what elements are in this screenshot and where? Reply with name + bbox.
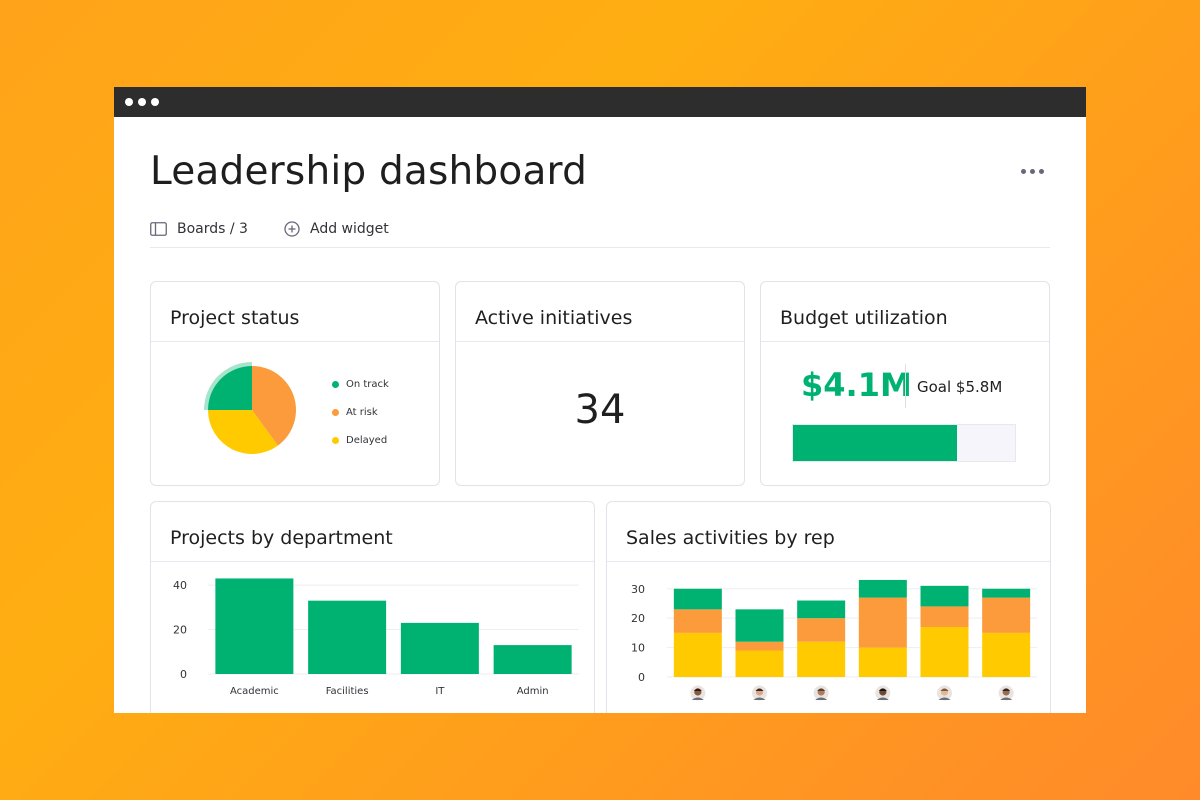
stacked-bar-segment[interactable] [858,647,907,677]
sidebar-panel-icon [150,222,167,236]
stacked-bar-segment[interactable] [920,606,969,627]
widget-title: Projects by department [151,502,594,562]
avatar-hair [693,688,702,691]
avatar-body [815,697,828,700]
rep-avatar[interactable] [937,685,952,701]
x-tick-label: Admin [517,686,549,697]
avatar-hair [940,688,949,691]
rep-avatar[interactable] [998,685,1014,701]
y-tick-label: 0 [638,671,645,684]
more-horizontal-icon[interactable] [1018,163,1048,179]
stacked-bar-segment[interactable] [920,627,969,677]
project-status-pie-chart [204,362,297,454]
widget-title: Active initiatives [456,282,744,342]
avatar-hair [878,688,887,691]
stacked-bar-segment[interactable] [858,579,907,598]
pie-slice[interactable] [208,366,252,410]
boards-label: Boards / 3 [177,221,248,237]
rep-avatar[interactable] [690,685,706,701]
legend-dot [332,409,339,416]
x-tick-label: IT [435,686,445,697]
app-window: Leadership dashboard Boards / 3 Add widg… [114,87,1086,713]
legend-item-on-track: On track [332,379,389,390]
legend-item-at-risk: At risk [332,407,378,418]
avatar-body [753,697,766,700]
legend-dot [332,437,339,444]
avatar-body [876,697,889,700]
avatar-body [691,697,704,700]
avatar-body [1000,697,1013,700]
stacked-bar-segment[interactable] [797,600,846,619]
budget-value: $4.1M [801,366,912,404]
add-widget-button[interactable]: Add widget [284,221,389,237]
bar[interactable] [308,600,387,674]
stacked-bar-segment[interactable] [673,609,722,633]
budget-progress-bar [792,424,1016,462]
rep-avatar[interactable] [752,685,767,701]
stacked-bar-segment[interactable] [982,632,1031,677]
y-tick-label: 40 [173,579,187,592]
bar[interactable] [493,645,572,674]
maximize-dot-icon[interactable] [151,98,159,106]
avatar-hair [1002,688,1011,691]
y-tick-label: 0 [180,668,187,681]
y-tick-label: 30 [631,583,645,596]
active-initiatives-value: 34 [574,387,626,433]
widget-title: Project status [151,282,439,342]
stacked-bar-segment[interactable] [735,609,784,642]
active-initiatives-widget[interactable]: Active initiatives 34 [455,281,745,486]
toolbar: Boards / 3 Add widget [150,221,1050,248]
plus-circle-icon [284,221,300,237]
legend-dot [332,381,339,388]
stacked-bar-segment[interactable] [673,588,722,610]
rep-avatar[interactable] [813,685,829,701]
legend-item-delayed: Delayed [332,435,387,446]
stacked-bar-segment[interactable] [920,585,969,607]
budget-progress-fill [793,425,958,461]
boards-button[interactable]: Boards / 3 [150,221,248,237]
window-titlebar [114,87,1086,117]
stacked-bar-segment[interactable] [797,641,846,677]
stacked-bar-segment[interactable] [673,632,722,677]
bar[interactable] [400,622,479,674]
widget-title: Sales activities by rep [607,502,1050,562]
pie-slice[interactable] [252,366,297,446]
x-tick-label: Academic [230,686,279,697]
avatar-body [938,697,951,700]
close-dot-icon[interactable] [125,98,133,106]
divider [905,364,906,408]
legend-label: Delayed [346,435,388,446]
x-tick-label: Facilities [326,686,369,697]
add-widget-label: Add widget [310,221,389,237]
bar[interactable] [215,578,294,674]
projects-by-department-chart: 0 20 40 Academic Facilities IT Admin [173,578,579,697]
stacked-bar-segment[interactable] [982,597,1031,633]
project-status-widget[interactable]: Project status On track At risk Delayed [150,281,440,486]
stacked-bar-segment[interactable] [982,588,1031,598]
budget-utilization-widget[interactable]: Budget utilization $4.1M Goal $5.8M [760,281,1050,486]
avatar-hair [817,688,826,691]
stacked-bar-segment[interactable] [735,641,784,651]
sales-activities-widget[interactable]: Sales activities by rep 0 10 20 30 [606,501,1051,713]
budget-goal: Goal $5.8M [917,378,1003,396]
stacked-bar-segment[interactable] [797,618,846,642]
y-tick-label: 10 [631,642,645,655]
legend-label: At risk [346,407,378,418]
projects-by-department-widget[interactable]: Projects by department 0 20 40 Academic Faci… [150,501,595,713]
stacked-bar-segment[interactable] [735,650,784,677]
pie-slice[interactable] [208,410,278,454]
avatar-hair [755,688,764,691]
widget-title: Budget utilization [761,282,1049,342]
rep-avatar[interactable] [875,685,891,701]
legend-label: On track [346,379,389,390]
y-tick-label: 20 [173,624,187,637]
sales-activities-chart: 0 10 20 30 [631,579,1037,701]
minimize-dot-icon[interactable] [138,98,146,106]
stacked-bar-segment[interactable] [858,597,907,648]
y-tick-label: 20 [631,612,645,625]
page-title: Leadership dashboard [150,149,588,194]
